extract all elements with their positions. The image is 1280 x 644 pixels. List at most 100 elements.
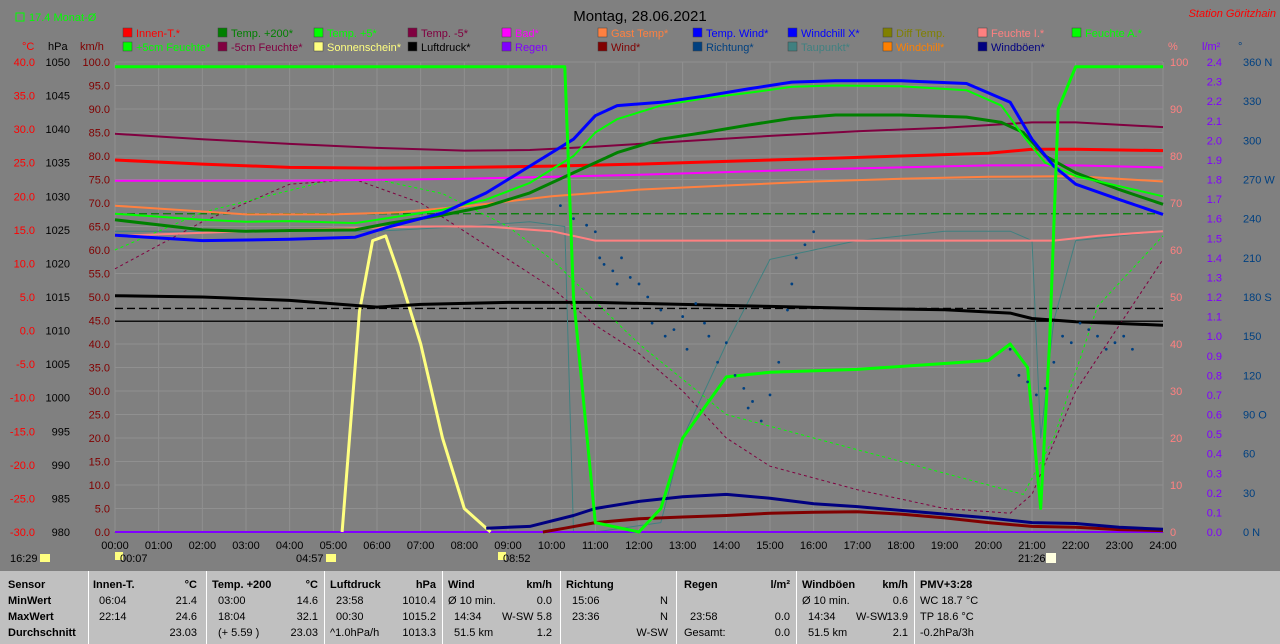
direction-point (812, 230, 816, 234)
degree-tick: 150 (1243, 331, 1261, 343)
svg-text:08:52: 08:52 (503, 553, 531, 565)
rain-tick: 0.0 (1207, 527, 1222, 539)
legend-swatch (501, 41, 512, 52)
moon-icon (115, 552, 123, 560)
kmh-tick: 95.0 (89, 81, 110, 93)
hpa-tick: 995 (52, 426, 70, 438)
station-name: Station Göritzhain (1189, 8, 1276, 20)
legend-label: Windböen* (991, 42, 1046, 54)
temp-tick: 0.0 (20, 326, 35, 338)
rain-tick: 2.0 (1207, 135, 1222, 147)
percent-tick: 50 (1170, 292, 1182, 304)
legend-swatch (977, 27, 988, 38)
percent-tick: 70 (1170, 198, 1182, 210)
rain-tick: 1.1 (1207, 312, 1222, 324)
svg-text:04:57: 04:57 (296, 553, 324, 565)
rain-tick: 1.6 (1207, 214, 1222, 226)
divider (206, 571, 207, 644)
marker-0852: 08:52 (498, 552, 531, 565)
direction-point (620, 256, 623, 260)
time-tick: 18:00 (887, 540, 915, 552)
time-tick: 21:00 (1018, 540, 1046, 552)
divider (442, 571, 443, 644)
rain-tick: 0.4 (1207, 449, 1222, 461)
kmh-tick: 50.0 (89, 292, 110, 304)
legend-item: Richtung* (692, 41, 754, 54)
direction-point (790, 282, 794, 286)
legend-swatch (787, 41, 798, 52)
degree-tick: 180 S (1243, 292, 1272, 304)
rain-tick: 2.4 (1207, 57, 1222, 69)
legend-item: Regen (501, 41, 547, 54)
kmh-tick: 25.0 (89, 410, 110, 422)
rain-tick: 1.9 (1207, 155, 1222, 167)
time-tick: 08:00 (451, 540, 479, 552)
svg-text:21:26: 21:26 (1018, 553, 1046, 565)
legend-item: Diff Temp. (882, 27, 945, 40)
time-tick: 22:00 (1062, 540, 1090, 552)
series-layer (114, 65, 1164, 534)
legend-label: Richtung* (706, 42, 754, 54)
rain-tick: 0.3 (1207, 468, 1222, 480)
series-temp-5 (114, 84, 1164, 225)
monthly-avg-icon (15, 12, 25, 22)
row-label: Sensor (8, 579, 46, 591)
hpa-tick: 1040 (46, 124, 70, 136)
direction-point (786, 308, 789, 312)
hpa-tick: 1025 (46, 225, 70, 237)
series-windb-en (486, 492, 1164, 531)
sun-icon (326, 554, 336, 562)
degree-tick: 330 (1243, 96, 1261, 108)
time-tick: 09:00 (494, 540, 522, 552)
legend-swatch (787, 27, 798, 38)
hpa-tick: 980 (52, 527, 70, 539)
rain-tick: 1.0 (1207, 331, 1222, 343)
direction-point (733, 373, 737, 377)
hpa-tick: 1000 (46, 393, 70, 405)
temp-tick: -15.0 (10, 426, 35, 438)
direction-point (1052, 360, 1056, 364)
temp-tick: 35.0 (14, 91, 35, 103)
temp-tick: -30.0 (10, 527, 35, 539)
kmh-tick: 70.0 (89, 198, 110, 210)
legend-label: Temp. +200* (231, 28, 294, 40)
kmh-tick: 30.0 (89, 386, 110, 398)
legend-label: Bad* (515, 28, 540, 40)
hpa-tick: 1045 (46, 91, 70, 103)
stats-richtung: Richtung 15:06 N 23:36 N W-SW (566, 579, 668, 639)
direction-point (803, 243, 807, 247)
degree-tick: 0 N (1243, 527, 1260, 539)
unit-degree: ° (1238, 41, 1242, 53)
legend-label: Windchill* (896, 42, 945, 54)
legend-swatch (217, 27, 228, 38)
legend-swatch (692, 27, 703, 38)
direction-point (1034, 393, 1038, 397)
time-tick: 15:00 (756, 540, 784, 552)
rain-tick: 0.8 (1207, 370, 1222, 382)
legend-item: Temp. Wind* (692, 27, 769, 40)
series-feuchte-a (115, 65, 1163, 534)
kmh-tick: 40.0 (89, 339, 110, 351)
divider (914, 571, 915, 644)
rain-tick: 0.9 (1207, 351, 1222, 363)
stats-temp200: Temp. +200 °C 03:00 14.6 18:04 32.1 (+ 5.59… (212, 579, 318, 639)
temp-tick: 5.0 (20, 292, 35, 304)
legend-item: Temp. +5* (313, 27, 378, 40)
direction-point (572, 217, 575, 221)
direction-point (1008, 347, 1012, 351)
chart-title: Montag, 28.06.2021 (573, 8, 706, 25)
hpa-tick: 985 (52, 493, 70, 505)
rain-tick: 1.8 (1207, 175, 1222, 187)
degree-tick: 240 (1243, 214, 1261, 226)
direction-point (1087, 328, 1091, 332)
time-tick: 06:00 (363, 540, 391, 552)
series-temp-wind (114, 79, 1164, 243)
unit-percent: % (1168, 41, 1178, 53)
legend-label: Sonnenschein* (327, 42, 402, 54)
degree-tick: 90 O (1243, 410, 1267, 422)
time-tick: 20:00 (975, 540, 1003, 552)
time-tick: 19:00 (931, 540, 959, 552)
hpa-tick: 1050 (46, 57, 70, 69)
legend-item: Gast Temp* (597, 27, 669, 40)
time-tick: 13:00 (669, 540, 697, 552)
